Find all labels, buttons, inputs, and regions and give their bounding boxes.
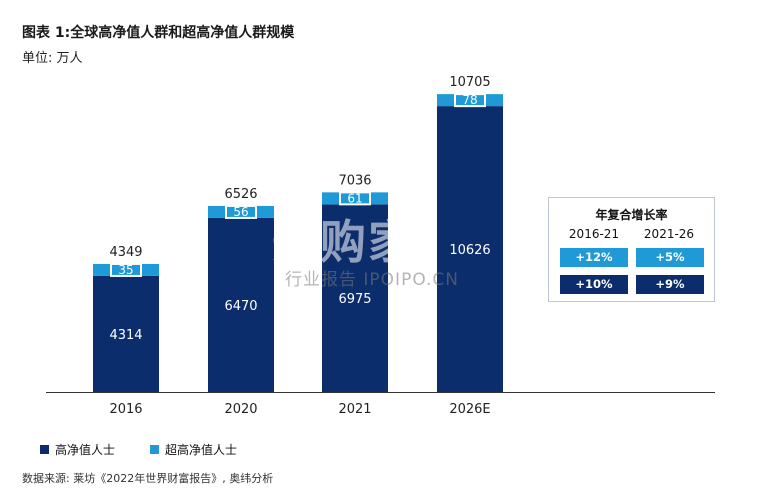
x-tick-label-2026E: 2026E [449, 402, 490, 417]
x-tick-label-2021: 2021 [338, 402, 371, 417]
watermark-text: 行业报告 IPOIPO.CN [285, 270, 459, 290]
legend-swatch-light-blue [150, 445, 159, 454]
bar-hnwi-2026E [437, 106, 503, 392]
data-label-hnwi-2021: 6975 [338, 292, 371, 307]
growth-hnwi-2016-21: +10% [560, 275, 628, 294]
bar-hnwi-2020 [208, 217, 274, 392]
source-note: 数据来源: 莱坊《2022年世界财富报告》, 奥纬分析 [22, 472, 274, 485]
growth-uhnwi-2016-21: +12% [560, 248, 628, 267]
data-label-uhnwi-2026E: 78 [462, 93, 477, 107]
legend-label-hnwi: 高净值人士 [55, 443, 116, 457]
chart-title: 图表 1:全球高净值人群和超高净值人群规模 [22, 25, 295, 41]
legend-item-uhnwi: 超高净值人士 [150, 441, 237, 458]
x-tick-label-2020: 2020 [224, 402, 257, 417]
uhnwi-label-box-2021 [341, 193, 369, 204]
uhnwi-label-box-2020 [227, 206, 255, 217]
bar-hnwi-2021 [322, 204, 388, 392]
growth-hnwi-2021-26: +9% [636, 275, 704, 294]
uhnwi-label-box-2016 [112, 264, 140, 275]
data-label-total-2020: 6526 [224, 187, 257, 202]
data-label-uhnwi-2016: 35 [118, 263, 133, 277]
growth-uhnwi-2021-26: +5% [636, 248, 704, 267]
bar-hnwi-2016 [93, 275, 159, 392]
legend-swatch-navy [40, 445, 49, 454]
data-label-hnwi-2020: 6470 [224, 299, 257, 314]
data-label-uhnwi-2020: 56 [233, 205, 248, 219]
growth-table-title: 年复合增长率 [595, 208, 668, 222]
watermark-logo: 开购家 [272, 215, 416, 269]
legend-label-uhnwi: 超高净值人士 [165, 443, 238, 457]
unit-label: 单位: 万人 [22, 51, 83, 66]
x-tick-label-2016: 2016 [109, 402, 142, 417]
data-label-total-2016: 4349 [109, 245, 142, 260]
data-label-uhnwi-2021: 61 [347, 191, 362, 205]
data-label-total-2021: 7036 [338, 173, 371, 188]
uhnwi-label-box-2026E [456, 95, 484, 106]
bar-chart: 35 4314 4349 2016 56 6470 6526 2020 61 6975 7036 20… [46, 75, 715, 417]
data-label-hnwi-2016: 4314 [109, 328, 142, 343]
growth-rate-table: 年复合增长率 2016-21 2021-26 +12% +5% +10% +9% [548, 197, 715, 302]
data-label-total-2026E: 10705 [449, 75, 490, 90]
legend-item-hnwi: 高净值人士 [40, 441, 115, 458]
growth-header-2021-26: 2021-26 [643, 227, 695, 241]
data-label-hnwi-2026E: 10626 [449, 243, 490, 258]
growth-header-2016-21: 2016-21 [568, 227, 620, 241]
